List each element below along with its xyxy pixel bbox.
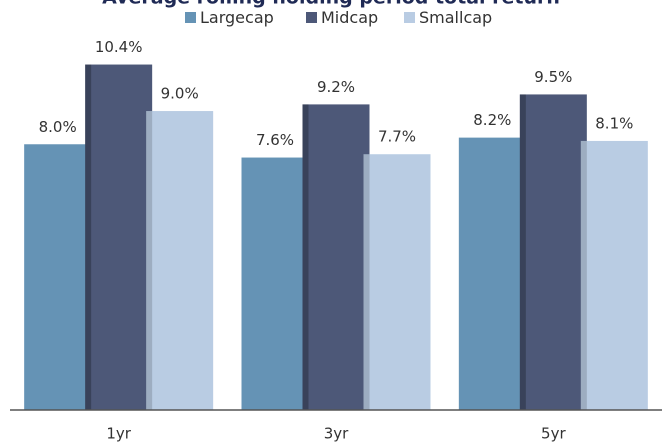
bar-edge-shadow (580, 140, 587, 410)
bar (24, 144, 92, 410)
value-label: 9.0% (161, 85, 199, 103)
bar-edge-shadow (363, 154, 370, 410)
bar (302, 104, 370, 411)
legend-swatch (185, 12, 196, 23)
legend-label: Largecap (200, 8, 274, 27)
value-label: 7.6% (256, 131, 294, 149)
value-label: 10.4% (95, 38, 143, 56)
bar (363, 154, 431, 410)
bar-edge-shadow (519, 94, 526, 410)
bar (85, 64, 153, 411)
bar-edge-shadow (146, 111, 153, 410)
value-label: 8.0% (39, 118, 77, 136)
legend-swatch (306, 12, 317, 23)
value-label: 9.5% (534, 68, 572, 86)
bar (458, 137, 526, 411)
value-label: 8.2% (473, 111, 511, 129)
bar-edge-shadow (302, 104, 309, 411)
bar (519, 94, 587, 410)
legend-label: Midcap (321, 8, 378, 27)
chart-title: Average rolling holding period total ret… (102, 0, 560, 9)
legend-swatch (404, 12, 415, 23)
value-label: 8.1% (595, 114, 633, 132)
value-label: 9.2% (317, 78, 355, 96)
bar (241, 157, 309, 410)
x-tick-label: 1yr (106, 425, 131, 443)
bar (580, 140, 648, 410)
value-label: 7.7% (378, 128, 416, 146)
bar-edge-shadow (85, 64, 92, 411)
x-tick-label: 5yr (541, 425, 566, 443)
legend-label: Smallcap (419, 8, 492, 27)
x-tick-label: 3yr (324, 425, 349, 443)
bar (146, 111, 214, 410)
